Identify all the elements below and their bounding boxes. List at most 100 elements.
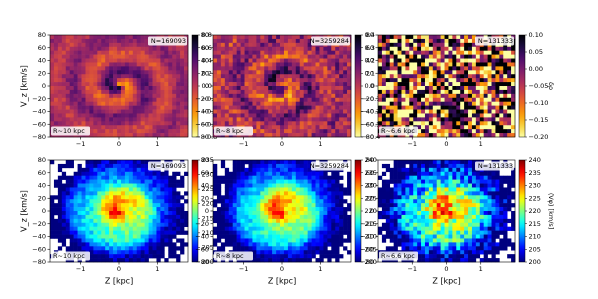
- heatmap-cell: [125, 43, 129, 47]
- heatmap-cell: [160, 187, 164, 191]
- heatmap-cell: [456, 39, 460, 43]
- heatmap-cell: [245, 66, 249, 70]
- heatmap-cell: [125, 219, 129, 223]
- heatmap-cell: [221, 211, 225, 215]
- y-tick-label: 20: [366, 69, 374, 77]
- heatmap-cell: [70, 113, 74, 117]
- heatmap-cell: [97, 227, 101, 231]
- heatmap-cell: [452, 98, 456, 102]
- heatmap-cell: [58, 59, 62, 63]
- heatmap-cell: [141, 98, 145, 102]
- heatmap-cell: [300, 215, 304, 219]
- heatmap-cell: [89, 82, 93, 86]
- heatmap-cell: [460, 102, 464, 106]
- heatmap-cell: [241, 191, 245, 195]
- heatmap-cell: [101, 219, 105, 223]
- heatmap-cell: [511, 94, 515, 98]
- heatmap-cell: [331, 106, 335, 110]
- heatmap-cell: [180, 102, 184, 106]
- heatmap-cell: [319, 219, 323, 223]
- heatmap-cell: [117, 113, 121, 117]
- heatmap-texture: [213, 35, 351, 137]
- heatmap-cell: [300, 235, 304, 239]
- heatmap-cell: [398, 235, 402, 239]
- heatmap-cell: [153, 47, 157, 51]
- heatmap-cell: [62, 227, 66, 231]
- heatmap-cell: [284, 195, 288, 199]
- heatmap-cell: [472, 133, 476, 137]
- heatmap-cell: [398, 160, 402, 164]
- heatmap-cell: [221, 90, 225, 94]
- heatmap-cell: [117, 82, 121, 86]
- heatmap-cell: [101, 98, 105, 102]
- heatmap-cell: [386, 191, 390, 195]
- heatmap-cell: [109, 125, 113, 129]
- heatmap-cell: [335, 211, 339, 215]
- heatmap-cell: [225, 117, 229, 121]
- heatmap-cell: [105, 203, 109, 207]
- heatmap-cell: [437, 78, 441, 82]
- heatmap-cell: [168, 117, 172, 121]
- heatmap-cell: [233, 39, 237, 43]
- heatmap-cell: [78, 94, 82, 98]
- heatmap-cell: [164, 207, 168, 211]
- heatmap-cell: [117, 211, 121, 215]
- heatmap-cell: [74, 35, 78, 39]
- heatmap-cell: [276, 94, 280, 98]
- heatmap-cell: [511, 78, 515, 82]
- heatmap-cell: [133, 51, 137, 55]
- heatmap-cell: [316, 184, 320, 188]
- heatmap-cell: [237, 199, 241, 203]
- heatmap-cell: [137, 172, 141, 176]
- heatmap-cell: [464, 113, 468, 117]
- heatmap-cell: [503, 133, 507, 137]
- heatmap-cell: [133, 55, 137, 59]
- heatmap-cell: [58, 168, 62, 172]
- heatmap-cell: [97, 231, 101, 235]
- heatmap-cell: [105, 199, 109, 203]
- heatmap-cell: [180, 70, 184, 74]
- y-tick-label: 80: [38, 31, 46, 39]
- heatmap-cell: [117, 168, 121, 172]
- heatmap-cell: [300, 211, 304, 215]
- heatmap-cell: [276, 121, 280, 125]
- heatmap-cell: [413, 86, 417, 90]
- heatmap-cell: [413, 227, 417, 231]
- heatmap-cell: [296, 207, 300, 211]
- heatmap-cell: [300, 184, 304, 188]
- heatmap-cell: [129, 35, 133, 39]
- heatmap-cell: [441, 66, 445, 70]
- y-tick-label: −60: [195, 120, 209, 128]
- heatmap-cell: [125, 254, 129, 258]
- heatmap-cell: [176, 70, 180, 74]
- heatmap-cell: [245, 199, 249, 203]
- heatmap-cell: [276, 102, 280, 106]
- heatmap-cell: [409, 235, 413, 239]
- heatmap-cell: [145, 102, 149, 106]
- heatmap-cell: [101, 160, 105, 164]
- heatmap-cell: [101, 231, 105, 235]
- x-tick-label: 0: [280, 140, 284, 148]
- heatmap-cell: [386, 231, 390, 235]
- heatmap-cell: [105, 227, 109, 231]
- heatmap-cell: [78, 90, 82, 94]
- heatmap-cell: [137, 62, 141, 66]
- heatmap-cell: [316, 235, 320, 239]
- heatmap-cell: [394, 121, 398, 125]
- heatmap-cell: [476, 47, 480, 51]
- heatmap-cell: [378, 203, 382, 207]
- heatmap-cell: [398, 66, 402, 70]
- heatmap-cell: [113, 211, 117, 215]
- heatmap-cell: [339, 254, 343, 258]
- heatmap-cell: [125, 203, 129, 207]
- heatmap-cell: [300, 238, 304, 242]
- heatmap-cell: [296, 191, 300, 195]
- heatmap-cell: [401, 47, 405, 51]
- heatmap-cell: [241, 219, 245, 223]
- heatmap-cell: [292, 121, 296, 125]
- heatmap-cell: [129, 133, 133, 137]
- heatmap-cell: [327, 70, 331, 74]
- heatmap-cell: [233, 51, 237, 55]
- heatmap-cell: [156, 219, 160, 223]
- heatmap-cell: [93, 117, 97, 121]
